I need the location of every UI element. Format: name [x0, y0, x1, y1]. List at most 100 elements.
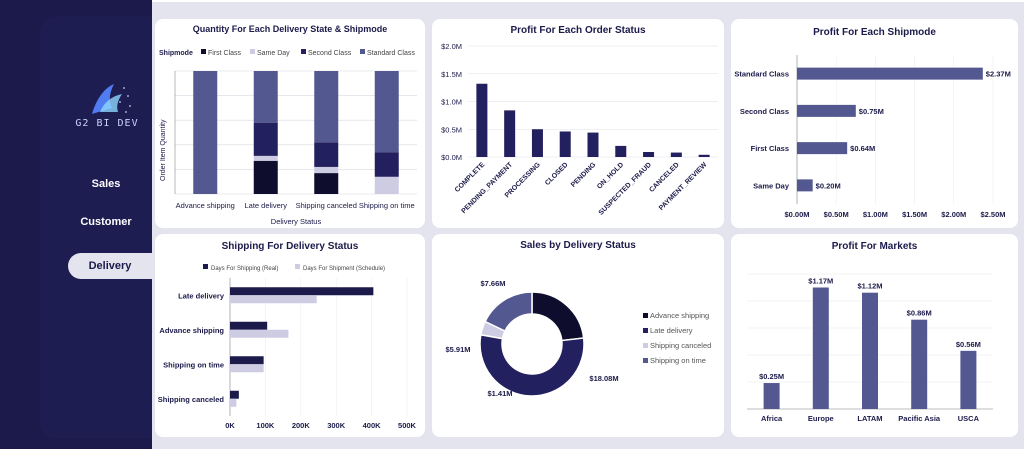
legend-label: Same Day — [257, 50, 290, 57]
y-tick-label: First Class — [751, 144, 789, 153]
y-tick-label: Shipping canceled — [158, 395, 225, 404]
bar — [763, 383, 780, 409]
x-tick-label: 100K — [256, 421, 275, 430]
nav-item-delivery[interactable]: Delivery — [68, 253, 152, 279]
y-tick-label: Shipping on time — [163, 360, 224, 369]
chart-shipping-delivery-status: Days For Shipping (Real) Days For Shipmen… — [158, 264, 417, 430]
legend-swatch — [250, 49, 255, 54]
bar — [559, 131, 571, 157]
chart-qty-state-shipmode: Shipmode First Class Same Day Second Class S… — [159, 49, 417, 226]
top-line — [152, 0, 1024, 2]
donut-slice — [479, 333, 585, 397]
bar-segment — [314, 166, 339, 174]
data-label: $1.17M — [808, 277, 833, 286]
bar — [911, 319, 928, 409]
chart-profit-order-status: $0.0M$0.5M$1.0M$1.5M$2.0MCOMPLETEPENDING… — [441, 42, 718, 217]
bar-segment — [253, 155, 278, 161]
legend-title: Shipmode — [159, 50, 193, 57]
legend-label: Days For Shipment (Schedule) — [303, 266, 385, 272]
x-axis-label: Delivery Status — [271, 217, 322, 226]
x-tick-label: PAYMENT_REVIEW — [658, 161, 709, 212]
x-tick-label: Pacific Asia — [898, 414, 941, 423]
donut-slice — [484, 291, 533, 333]
bar-segment — [253, 160, 278, 194]
data-label: $7.66M — [480, 279, 505, 288]
card-shipping-delivery-status: Shipping For Delivery Status Days For Sh… — [155, 234, 425, 437]
y-tick-label: $1.0M — [441, 98, 462, 107]
x-tick-label: 300K — [327, 421, 346, 430]
chart-title: Shipping For Delivery Status — [221, 241, 359, 252]
x-tick-label: ON_HOLD — [596, 161, 625, 190]
bar — [230, 390, 239, 399]
y-tick-label: $2.0M — [441, 42, 462, 51]
x-tick-label: $0.00M — [784, 210, 809, 219]
bar — [230, 364, 264, 373]
bar — [862, 292, 878, 409]
card-profit-shipmode: Profit For Each Shipmode $0.00M $0.50M $1.… — [731, 19, 1018, 228]
x-tick-label: PENDING — [570, 161, 598, 189]
bar — [797, 67, 983, 80]
bar-segment — [193, 71, 218, 194]
data-label: $0.86M — [907, 309, 932, 318]
data-label: $0.75M — [859, 107, 884, 116]
chart-title: Profit For Each Order Status — [510, 25, 646, 36]
x-tick-label: Europe — [808, 414, 834, 423]
x-tick-label: Late delivery — [244, 201, 287, 210]
bar — [643, 152, 655, 157]
chart-title: Quantity For Each Delivery State & Shipm… — [192, 24, 388, 34]
x-tick-label: USCA — [958, 414, 980, 423]
sidebar — [40, 16, 152, 439]
bar — [504, 110, 516, 157]
legend-label: Standard Class — [367, 50, 415, 57]
chart-profit-markets: $0.25M Africa $1.17M Europe $1.12M LATAM $0.86… — [747, 273, 993, 423]
bar — [230, 356, 264, 365]
y-tick-label: Advance shipping — [159, 326, 224, 335]
bar — [797, 142, 848, 155]
logo-icon — [92, 84, 131, 114]
bar — [670, 152, 682, 157]
bar-segment — [374, 152, 399, 177]
x-tick-label: 500K — [398, 421, 417, 430]
legend-swatch — [643, 358, 648, 363]
legend-swatch — [201, 49, 206, 54]
y-tick-label: Second Class — [740, 107, 789, 116]
bar-segment — [253, 71, 278, 123]
bar — [960, 350, 977, 409]
chart-sales-delivery-status: $7.66M $18.08M $1.41M $5.91M Advance shippin… — [445, 279, 711, 398]
bar — [476, 83, 488, 157]
nav-item-customer[interactable]: Customer — [80, 216, 132, 228]
card-qty-state-shipmode: Quantity For Each Delivery State & Shipm… — [155, 19, 425, 228]
y-tick-label: Same Day — [753, 181, 790, 190]
legend-label: Late delivery — [650, 326, 693, 335]
data-label: $0.64M — [850, 144, 875, 153]
card-profit-order-status: Profit For Each Order Status $0.0M $0.5M $… — [432, 19, 724, 228]
x-tick-label: Advance shipping — [176, 201, 235, 210]
x-tick-label: Shipping on time — [359, 201, 415, 210]
y-tick-label: $1.5M — [441, 70, 462, 79]
x-tick-label: SUSPECTED_FRAUD — [598, 161, 653, 216]
data-label: $1.41M — [487, 389, 512, 398]
bar — [531, 129, 543, 157]
chart-title: Profit For Each Shipmode — [813, 27, 936, 38]
data-label: $0.20M — [816, 181, 841, 190]
bar-segment — [314, 173, 339, 194]
data-label: $5.91M — [445, 345, 470, 354]
x-tick-label: LATAM — [857, 414, 882, 423]
x-tick-label: $1.50M — [902, 210, 927, 219]
bar — [587, 132, 599, 157]
bar — [698, 154, 710, 157]
legend-swatch — [643, 343, 648, 348]
x-tick-label: $2.50M — [980, 210, 1005, 219]
bar — [615, 145, 627, 157]
data-label: $0.56M — [956, 340, 981, 349]
legend-swatch — [301, 49, 306, 54]
chart-title: Profit For Markets — [831, 241, 918, 252]
bar-segment — [314, 71, 339, 143]
logo-text: G2 BI DEV — [75, 118, 139, 129]
y-tick-label: $0.0M — [441, 153, 462, 162]
nav-item-sales[interactable]: Sales — [91, 178, 121, 190]
data-label: $0.25M — [759, 372, 784, 381]
bar — [812, 287, 829, 409]
x-tick-label: $2.00M — [941, 210, 966, 219]
chart-title: Sales by Delivery Status — [520, 240, 636, 251]
